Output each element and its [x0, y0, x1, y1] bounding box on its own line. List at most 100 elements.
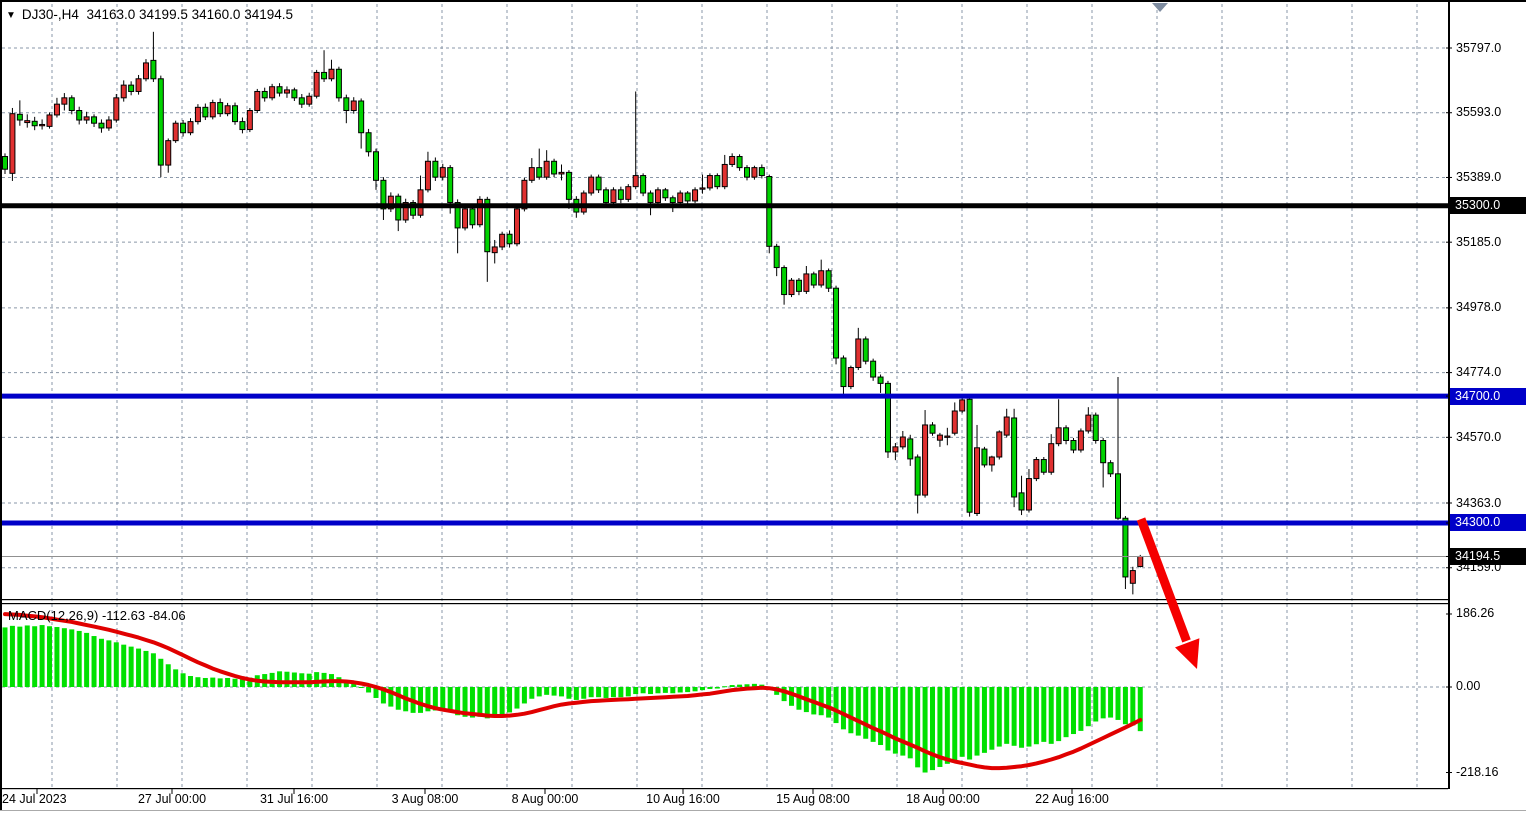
candle-body	[261, 90, 268, 99]
candle-body	[439, 167, 446, 178]
candle	[840, 355, 847, 398]
candle-body	[959, 399, 966, 412]
candle	[417, 175, 424, 218]
candle	[506, 230, 513, 248]
candle-body	[373, 151, 379, 181]
macd-histogram-bar	[314, 672, 320, 687]
macd-histogram-bar	[981, 687, 987, 753]
macd-histogram-bar	[959, 687, 965, 757]
candle	[254, 88, 261, 114]
candle-body	[1063, 427, 1070, 441]
candle-body	[1115, 473, 1121, 519]
candle-body	[899, 436, 906, 448]
axis-divider	[1448, 0, 1450, 789]
macd-histogram-bar	[1019, 687, 1025, 748]
candle-body	[729, 156, 736, 165]
macd-histogram-bar	[1070, 687, 1076, 735]
candle	[306, 92, 313, 107]
candle-body	[751, 167, 758, 178]
candle-body	[283, 89, 290, 94]
macd-histogram-bar	[989, 687, 995, 750]
candle-body	[907, 438, 914, 460]
macd-histogram-bar	[358, 687, 364, 688]
macd-histogram-bar	[1056, 687, 1062, 742]
candle-body	[506, 233, 513, 245]
candle-body	[53, 103, 60, 116]
chart-shift-icon[interactable]	[1152, 3, 1168, 12]
candle	[536, 148, 543, 180]
candle-body	[736, 156, 743, 169]
candle-body	[1040, 459, 1047, 473]
macd-histogram-bar	[136, 648, 142, 687]
price-axis-label: 35185.0	[1456, 234, 1502, 249]
candle	[246, 107, 253, 133]
candle	[187, 118, 194, 136]
macd-histogram-bar	[1078, 687, 1084, 731]
macd-histogram-bar	[596, 687, 602, 698]
candle	[1003, 408, 1010, 438]
candle-body	[194, 106, 201, 123]
candle-body	[83, 116, 90, 121]
candle	[172, 120, 179, 143]
candle	[261, 87, 268, 102]
candle-body	[944, 435, 951, 438]
macd-histogram-bar	[351, 683, 357, 687]
candle-body	[432, 160, 439, 178]
macd-histogram-bar	[648, 687, 654, 695]
macd-histogram-bar	[32, 626, 38, 687]
macd-histogram-bar	[707, 687, 713, 689]
candle	[365, 128, 372, 157]
candle-body	[217, 102, 224, 115]
macd-layer	[2, 612, 1143, 773]
candle-body	[76, 110, 83, 121]
trend-arrow-annotation[interactable]	[1136, 517, 1200, 669]
candle-body	[1070, 439, 1077, 451]
candle-body	[31, 120, 38, 127]
candle-body	[936, 434, 943, 441]
macd-histogram-bar	[425, 687, 431, 712]
candle-body	[684, 192, 691, 202]
macd-histogram-bar	[885, 687, 891, 751]
candle	[929, 422, 936, 436]
time-axis-label: 27 Jul 00:00	[137, 792, 207, 806]
axis-ticks-layer	[36, 47, 1452, 794]
candle-body	[551, 160, 558, 175]
price-axis-label: 35593.0	[1456, 105, 1502, 120]
macd-name: MACD(12,26,9)	[8, 608, 99, 623]
candle-body	[120, 84, 127, 99]
macd-histogram-bar	[900, 687, 906, 756]
candle	[1070, 437, 1077, 454]
candle-body	[744, 167, 750, 178]
candle	[1063, 425, 1070, 445]
candle	[76, 106, 83, 125]
candle	[335, 66, 342, 102]
macd-histogram-bar	[432, 687, 438, 711]
candle-body	[16, 113, 23, 121]
macd-histogram-bar	[840, 687, 846, 730]
candle-body	[795, 279, 802, 292]
macd-histogram-bar	[655, 687, 661, 694]
candle	[528, 158, 535, 183]
macd-histogram-bar	[217, 678, 223, 687]
candle-body	[625, 186, 632, 200]
candle	[833, 285, 840, 365]
candle	[373, 148, 379, 190]
candle-body	[335, 68, 342, 99]
candle	[1077, 428, 1084, 453]
candle	[283, 86, 290, 98]
macd-histogram-bar	[210, 677, 216, 687]
candle	[781, 265, 788, 305]
candle-body	[558, 171, 565, 175]
candle	[1040, 456, 1047, 475]
candle	[766, 174, 773, 254]
collapse-objects-icon[interactable]: ▼	[6, 10, 16, 21]
macd-histogram-bar	[455, 687, 461, 716]
candle	[825, 268, 832, 293]
candle	[699, 174, 706, 194]
macd-histogram-bar	[922, 687, 928, 773]
candle-body	[128, 84, 135, 92]
macd-panel-top-border[interactable]	[2, 603, 1448, 605]
candle-body	[974, 447, 981, 514]
candle-body	[224, 105, 231, 115]
